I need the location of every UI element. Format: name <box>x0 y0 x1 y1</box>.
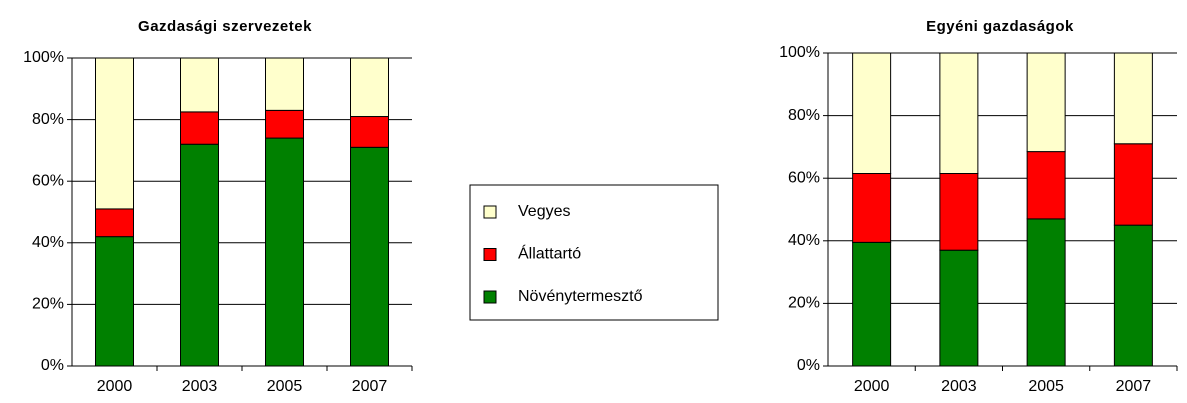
legend-label: Állattartó <box>518 244 581 263</box>
bar-segment <box>265 109 304 139</box>
bar-segment <box>95 57 134 210</box>
y-tick-label: 20% <box>788 295 820 312</box>
y-tick-label: 100% <box>779 44 820 61</box>
bar-segment <box>265 57 304 111</box>
bar-segment <box>350 57 389 118</box>
bar-segment <box>852 241 892 367</box>
y-tick-label: 100% <box>23 49 64 66</box>
bar-segment <box>1113 143 1153 226</box>
y-tick-label: 60% <box>32 172 64 189</box>
bar-segment <box>350 116 389 148</box>
x-tick-label: 2003 <box>182 378 218 395</box>
y-tick-label: 40% <box>788 232 820 249</box>
y-tick-label: 60% <box>788 169 820 186</box>
legend-swatch <box>483 248 497 261</box>
x-tick-label: 2007 <box>1116 378 1152 395</box>
bar-segment <box>852 173 892 243</box>
x-tick-label: 2005 <box>267 378 303 395</box>
legend-box <box>469 184 719 321</box>
chart-title: Gazdasági szervezetek <box>138 18 312 35</box>
y-tick-label: 80% <box>788 107 820 124</box>
bar-segment <box>350 146 389 367</box>
x-tick-label: 2000 <box>854 378 890 395</box>
bar-segment <box>95 208 134 238</box>
y-tick-label: 0% <box>797 357 820 374</box>
chart-title: Egyéni gazdaságok <box>926 18 1074 35</box>
x-tick-label: 2005 <box>1028 378 1064 395</box>
bar-segment <box>939 52 979 175</box>
bar-segment <box>852 52 892 175</box>
bar-segment <box>1113 224 1153 367</box>
legend-swatch <box>483 205 497 219</box>
bar-segment <box>1026 52 1066 153</box>
bar-segment <box>1113 52 1153 145</box>
bar-segment <box>939 249 979 367</box>
y-tick-label: 0% <box>41 357 64 374</box>
legend-swatch <box>483 290 497 304</box>
bar-segment <box>1026 218 1066 367</box>
bar-segment <box>180 57 219 113</box>
y-tick-label: 20% <box>32 296 64 313</box>
x-tick-label: 2000 <box>97 378 133 395</box>
bar-segment <box>1026 151 1066 220</box>
y-tick-label: 40% <box>32 234 64 251</box>
legend-label: Vegyes <box>518 203 570 220</box>
bar-segment <box>180 111 219 145</box>
legend-label: Növénytermesztő <box>518 288 643 305</box>
bar-segment <box>95 236 134 367</box>
bar-segment <box>180 143 219 367</box>
bar-segment <box>939 173 979 251</box>
x-tick-label: 2007 <box>352 378 388 395</box>
y-tick-label: 80% <box>32 111 64 128</box>
x-tick-label: 2003 <box>941 378 977 395</box>
bar-segment <box>265 137 304 367</box>
